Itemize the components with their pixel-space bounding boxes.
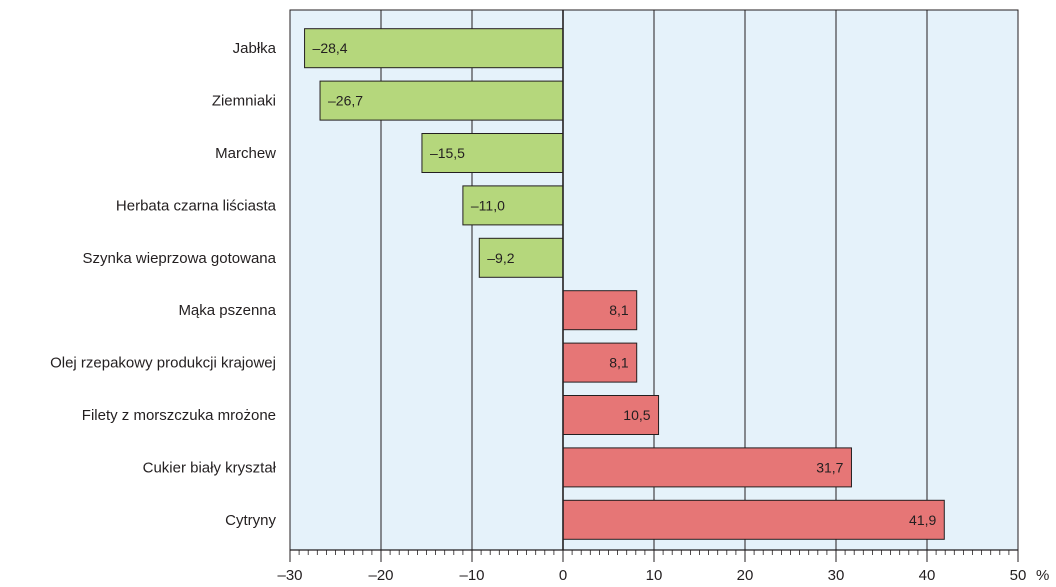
x-tick-label: 0 — [559, 567, 567, 584]
bar-value-label: 41,9 — [909, 512, 936, 528]
bar — [562, 447, 852, 488]
category-labels: Jabłka Ziemniaki Marchew Herbata czarna liś… — [50, 40, 277, 529]
x-tick-label: 50 — [1010, 567, 1027, 584]
x-tick-label: –20 — [368, 567, 393, 584]
bar-value-label: –28,4 — [313, 40, 348, 56]
category-label: Jabłka — [233, 40, 277, 57]
bar-value-label: 10,5 — [623, 407, 650, 423]
bar-value-label: –26,7 — [328, 93, 363, 109]
category-label: Olej rzepakowy produkcji krajowej — [50, 355, 276, 372]
category-label: Filety z morszczuka mrożone — [82, 407, 276, 424]
category-label: Cukier biały kryształ — [143, 459, 277, 476]
x-tick-label: –30 — [277, 567, 302, 584]
x-tick-label: –10 — [459, 567, 484, 584]
x-axis-unit-label: % — [1036, 567, 1049, 584]
bar — [562, 499, 945, 540]
x-tick-label: 40 — [919, 567, 936, 584]
category-label: Mąka pszenna — [178, 302, 276, 319]
bar-value-label: 8,1 — [609, 355, 629, 371]
x-tick-label: 10 — [646, 567, 663, 584]
category-label: Cytryny — [225, 512, 276, 529]
data-labels: –28,4 –26,7 –15,5 –11,0 –9,2 8,1 8,1 10,5 31,7 41… — [313, 40, 937, 528]
category-label: Marchew — [215, 145, 276, 162]
bar-value-label: –9,2 — [487, 250, 514, 266]
category-label: Szynka wieprzowa gotowana — [83, 250, 277, 267]
bar — [562, 395, 660, 435]
bar-value-label: –11,0 — [471, 197, 505, 213]
bar — [562, 290, 638, 331]
bar — [562, 342, 638, 383]
bar — [421, 133, 564, 173]
category-label: Ziemniaki — [212, 93, 276, 110]
x-tick-label: 30 — [828, 567, 845, 584]
category-label: Herbata czarna liściasta — [116, 197, 277, 214]
x-axis: –30 –20 –10 0 10 20 30 40 50 — [277, 549, 1027, 584]
bar — [462, 185, 564, 226]
bar-value-label: –15,5 — [430, 145, 465, 161]
bar-value-label: 31,7 — [816, 459, 843, 475]
bar — [478, 237, 564, 278]
bar-value-label: 8,1 — [609, 302, 629, 318]
x-tick-label: 20 — [737, 567, 754, 584]
bars — [304, 28, 945, 540]
